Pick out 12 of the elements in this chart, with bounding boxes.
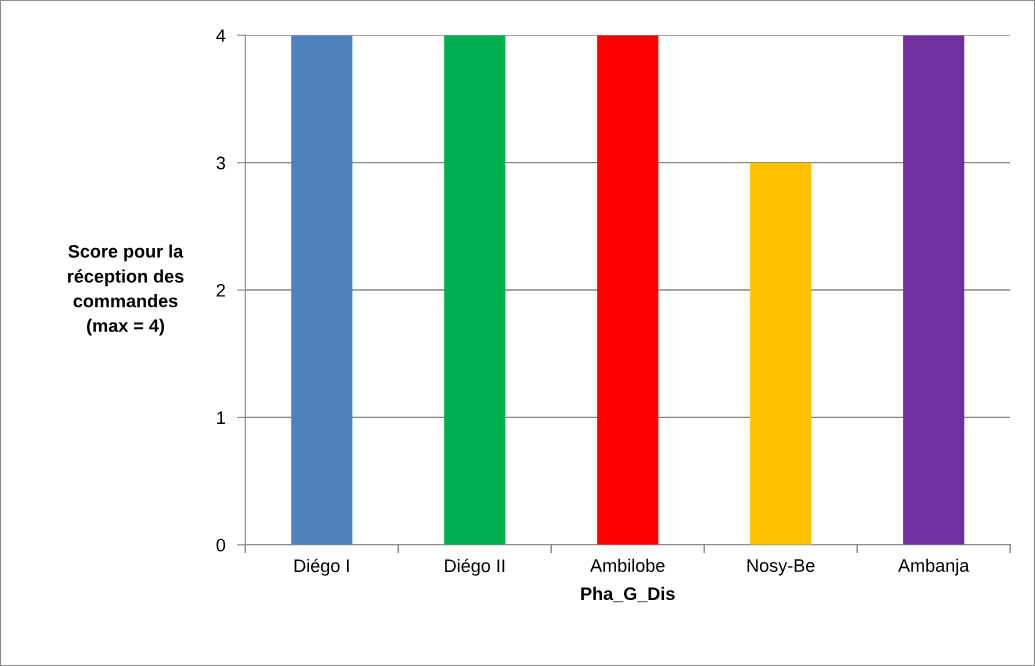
y-tick-label: 0	[216, 538, 226, 552]
x-tick-label: Diégo I	[294, 558, 349, 576]
x-tick-label: Ambanja	[898, 558, 970, 576]
x-tick-label: Ambilobe	[590, 558, 665, 572]
x-tick-label: Diégo II	[445, 558, 505, 576]
x-tick-label: Nosy-Be	[747, 559, 815, 576]
y-axis-title: Score pour la réception des commandes (max = 4)	[68, 244, 184, 336]
y-tick-label: 2	[216, 283, 225, 297]
x-axis-title: Pha_G_Dis	[581, 586, 675, 603]
y-tick-label: 4	[216, 29, 226, 42]
y-tick-label: 1	[217, 411, 225, 424]
y-tick-label: 3	[216, 156, 226, 170]
